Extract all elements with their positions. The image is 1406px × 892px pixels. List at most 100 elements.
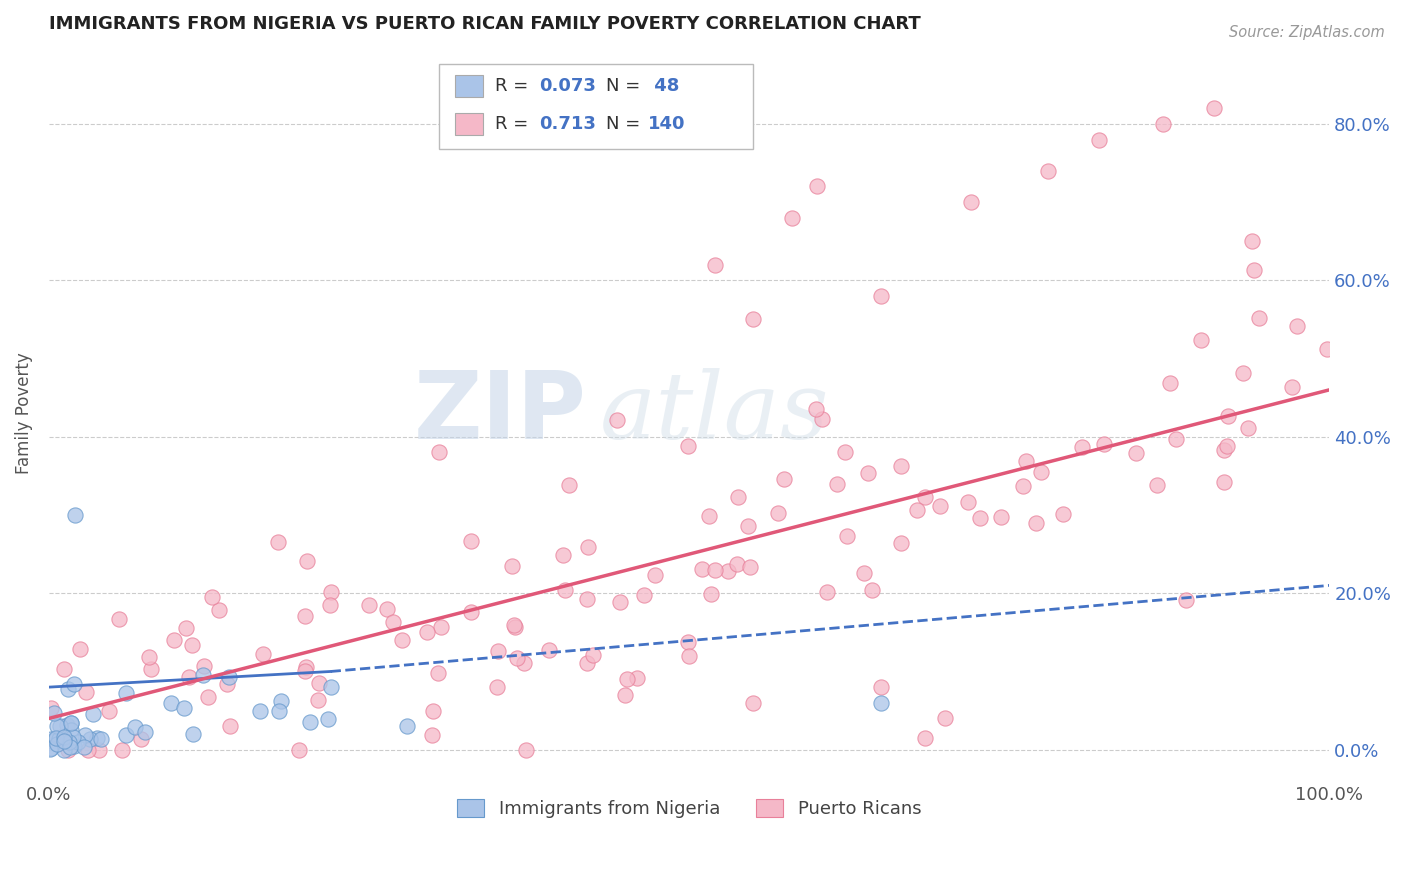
- Point: [39, 740, 62, 755]
- Point: [90, 732, 112, 747]
- Point: [678, 439, 700, 453]
- Point: [201, 591, 224, 605]
- Point: [697, 508, 720, 523]
- Point: [160, 697, 183, 711]
- Point: [269, 704, 291, 718]
- Bar: [454, 75, 484, 97]
- Point: [1036, 164, 1059, 178]
- Point: [614, 688, 637, 702]
- Point: [295, 554, 318, 568]
- Point: [427, 445, 450, 459]
- Point: [860, 583, 883, 598]
- Point: [678, 648, 700, 663]
- Point: [69, 642, 91, 657]
- Point: [810, 412, 832, 426]
- Point: [1316, 343, 1339, 357]
- Bar: [454, 113, 484, 136]
- Point: [375, 601, 398, 615]
- Point: [1029, 465, 1052, 479]
- Point: [41, 733, 63, 747]
- Point: [73, 739, 96, 754]
- Point: [558, 478, 581, 492]
- Point: [193, 659, 215, 673]
- Text: R =: R =: [495, 115, 533, 133]
- Point: [56, 742, 79, 756]
- Point: [53, 663, 76, 677]
- Point: [298, 714, 321, 729]
- Point: [815, 584, 838, 599]
- Text: R =: R =: [495, 77, 533, 95]
- Point: [139, 662, 162, 676]
- Point: [515, 742, 537, 756]
- Point: [63, 677, 86, 691]
- Point: [321, 585, 343, 599]
- Point: [82, 706, 104, 721]
- Point: [806, 179, 828, 194]
- Point: [835, 529, 858, 543]
- Point: [382, 615, 405, 629]
- Point: [738, 560, 761, 574]
- Point: [1152, 117, 1174, 131]
- Point: [1232, 366, 1254, 380]
- Point: [107, 612, 129, 626]
- Point: [124, 720, 146, 734]
- Point: [742, 312, 765, 326]
- Point: [58, 681, 80, 696]
- Point: [181, 638, 204, 652]
- Point: [737, 519, 759, 533]
- Point: [870, 696, 893, 710]
- Point: [626, 671, 648, 685]
- Point: [914, 731, 936, 745]
- Point: [582, 648, 605, 662]
- Point: [780, 211, 803, 225]
- Point: [86, 731, 108, 745]
- Point: [173, 700, 195, 714]
- Point: [690, 562, 713, 576]
- Point: [969, 511, 991, 525]
- Point: [1285, 319, 1308, 334]
- Point: [391, 633, 413, 648]
- Point: [319, 680, 342, 694]
- Point: [163, 633, 186, 648]
- Point: [307, 693, 329, 707]
- Point: [742, 696, 765, 710]
- Point: [1088, 132, 1111, 146]
- Point: [804, 401, 827, 416]
- Text: 48: 48: [648, 77, 679, 95]
- Y-axis label: Family Poverty: Family Poverty: [15, 352, 32, 475]
- Point: [67, 735, 90, 749]
- Point: [62, 739, 84, 753]
- Point: [53, 742, 76, 756]
- Point: [825, 477, 848, 491]
- Point: [503, 618, 526, 632]
- Point: [1236, 421, 1258, 435]
- Point: [1146, 477, 1168, 491]
- Point: [115, 728, 138, 742]
- Point: [1025, 516, 1047, 531]
- Point: [48, 731, 70, 746]
- Legend: Immigrants from Nigeria, Puerto Ricans: Immigrants from Nigeria, Puerto Ricans: [449, 789, 931, 827]
- Point: [914, 491, 936, 505]
- Point: [1189, 334, 1212, 348]
- Point: [217, 677, 239, 691]
- Point: [62, 730, 84, 744]
- Point: [644, 568, 666, 582]
- Point: [537, 642, 560, 657]
- Text: IMMIGRANTS FROM NIGERIA VS PUERTO RICAN FAMILY POVERTY CORRELATION CHART: IMMIGRANTS FROM NIGERIA VS PUERTO RICAN …: [49, 15, 921, 33]
- Point: [1241, 234, 1264, 248]
- Point: [505, 620, 527, 634]
- Point: [1202, 101, 1225, 115]
- Point: [606, 412, 628, 426]
- Text: atlas: atlas: [599, 368, 830, 458]
- Point: [772, 472, 794, 486]
- Point: [295, 660, 318, 674]
- Point: [856, 466, 879, 480]
- Point: [488, 644, 510, 658]
- Point: [52, 730, 75, 744]
- Point: [633, 588, 655, 602]
- Point: [576, 540, 599, 554]
- Point: [486, 680, 509, 694]
- Point: [727, 490, 749, 504]
- Point: [294, 665, 316, 679]
- Point: [134, 725, 156, 739]
